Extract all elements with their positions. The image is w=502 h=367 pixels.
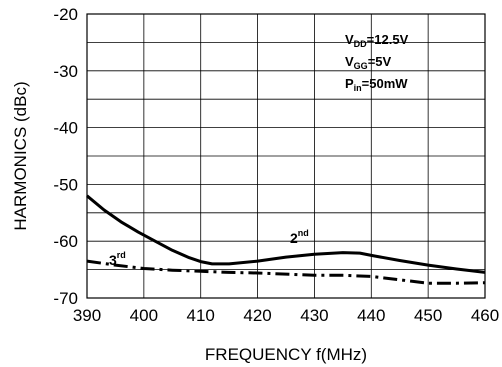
series-layer [86, 194, 486, 285]
vdd-label: VDD=12.5V [345, 32, 409, 49]
plot-frame [86, 13, 486, 299]
y-tick-labels: -20 -30 -40 -50 -60 -70 [53, 5, 78, 308]
x-tick-label: 460 [471, 306, 499, 325]
y-tick-label: -30 [53, 62, 78, 81]
series-label-3rd: 3rd [109, 250, 126, 268]
pin-label: Pin=50mW [345, 76, 408, 93]
x-tick-label: 450 [414, 306, 442, 325]
y-tick-label: -60 [53, 232, 78, 251]
conditions-annotation: VDD=12.5V VGG=5V Pin=50mW [345, 32, 409, 93]
x-tick-labels: 390 400 410 420 430 440 450 460 [73, 306, 499, 325]
x-tick-label: 420 [243, 306, 271, 325]
y-tick-label: -40 [53, 119, 78, 138]
grid [87, 14, 485, 298]
y-tick-label: -70 [53, 289, 78, 308]
series-3rd-line [86, 259, 486, 285]
x-tick-label: 440 [357, 306, 385, 325]
x-tick-label: 400 [130, 306, 158, 325]
x-tick-label: 410 [187, 306, 215, 325]
vgg-label: VGG=5V [345, 54, 392, 71]
series-label-2nd: 2nd [290, 228, 309, 246]
series-2nd-line [86, 194, 486, 274]
x-tick-label: 430 [300, 306, 328, 325]
x-axis-title: FREQUENCY f(MHz) [205, 345, 367, 364]
y-axis-title: HARMONICS (dBc) [11, 81, 30, 230]
y-tick-label: -50 [53, 175, 78, 194]
y-tick-label: -20 [53, 5, 78, 24]
x-tick-label: 390 [73, 306, 101, 325]
